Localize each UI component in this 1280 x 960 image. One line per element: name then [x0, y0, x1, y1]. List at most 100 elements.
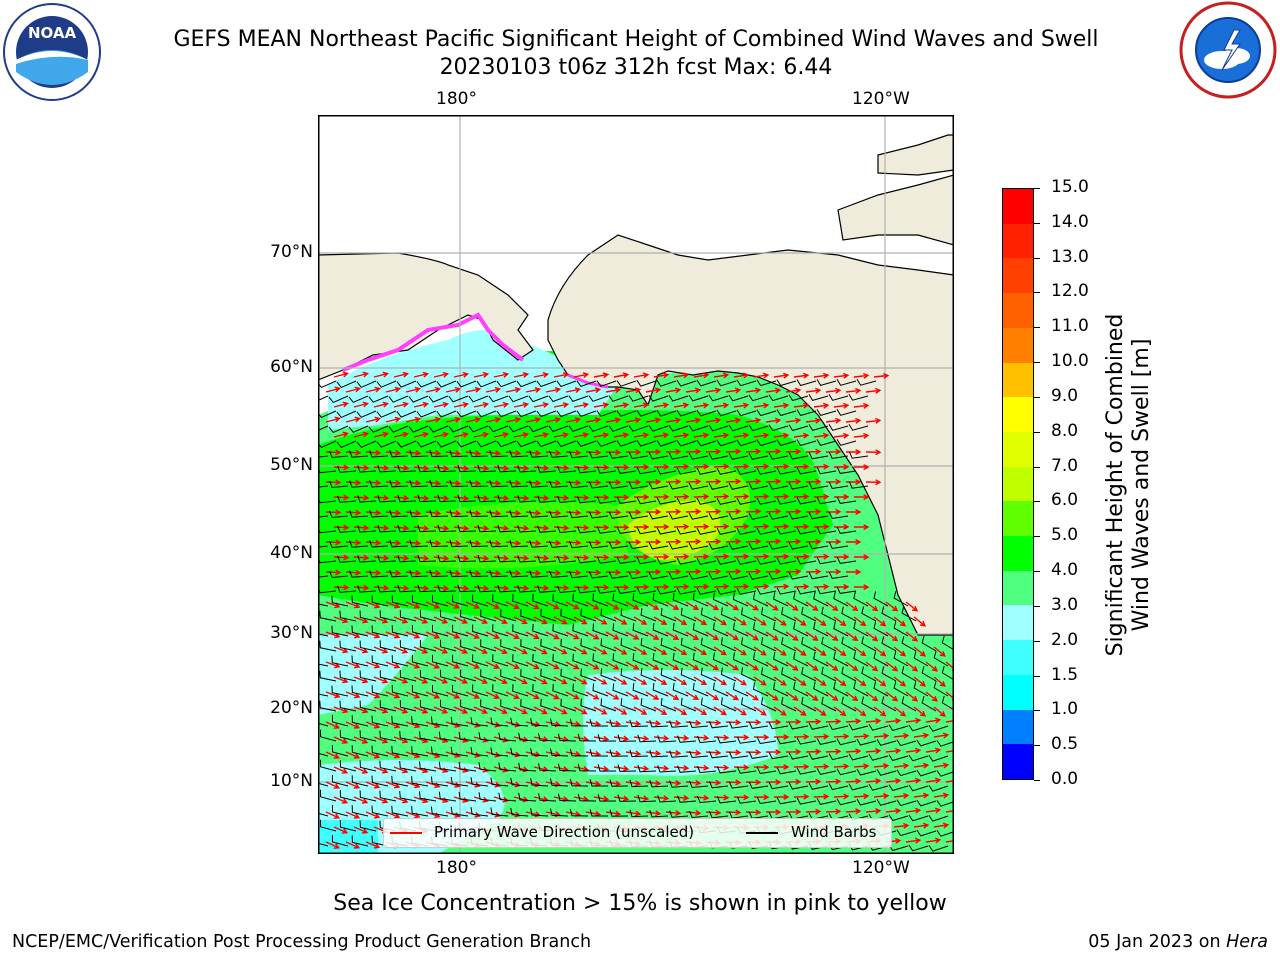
wave-direction-arrow — [645, 568, 662, 575]
wave-direction-arrow — [665, 720, 682, 727]
wind-barb — [388, 395, 409, 403]
wind-barb — [716, 379, 737, 387]
wind-barb — [617, 734, 637, 742]
wind-barb — [512, 624, 529, 637]
wave-direction-legend-line — [390, 832, 422, 834]
wind-barb — [773, 592, 789, 607]
wave-direction-arrow — [633, 765, 650, 772]
wave-direction-arrow — [325, 631, 341, 639]
wind-barb — [430, 746, 449, 757]
wave-direction-arrow — [765, 719, 782, 726]
colorbar-swatch — [1003, 431, 1033, 467]
wind-barb — [709, 751, 729, 759]
wave-direction-arrow — [473, 431, 490, 438]
wind-barb — [669, 750, 689, 758]
wave-direction-arrow — [593, 676, 608, 685]
wind-barb — [649, 810, 669, 818]
wave-direction-arrow — [513, 706, 528, 715]
wave-direction-arrow — [333, 766, 349, 774]
wind-barb — [589, 779, 608, 787]
wind-barb — [781, 607, 797, 622]
wave-direction-arrow — [333, 401, 349, 408]
colorbar — [1002, 188, 1034, 780]
wind-barb — [756, 379, 777, 387]
wind-barb — [391, 595, 409, 607]
wave-direction-arrow — [833, 583, 850, 590]
wind-barb — [490, 747, 509, 757]
wind-barb — [399, 610, 417, 622]
wave-direction-arrow — [665, 417, 682, 424]
wind-barb — [680, 607, 697, 622]
wind-barb — [928, 725, 949, 732]
wind-barb — [836, 409, 857, 416]
wind-barb — [881, 636, 897, 652]
wave-direction-arrow — [505, 691, 520, 700]
wave-direction-arrow — [693, 764, 710, 771]
wind-barb — [319, 640, 337, 652]
wind-barb — [359, 730, 377, 742]
wave-direction-arrow — [693, 706, 708, 716]
wave-direction-arrow — [333, 494, 350, 501]
wind-barb — [416, 410, 437, 418]
wave-direction-arrow — [653, 616, 668, 625]
wave-direction-arrow — [405, 386, 422, 393]
wave-direction-arrow — [913, 822, 930, 829]
wind-barb — [612, 683, 629, 697]
wind-barb — [720, 697, 737, 712]
wind-barb — [648, 425, 669, 432]
wind-barb — [458, 761, 477, 772]
wind-barb — [549, 480, 569, 488]
wave-direction-arrow — [325, 509, 342, 516]
wave-direction-arrow — [673, 706, 688, 716]
wind-barb — [517, 555, 537, 563]
wind-barb — [649, 720, 669, 728]
wave-direction-arrow — [685, 779, 702, 786]
wave-direction-arrow — [465, 416, 482, 423]
wave-direction-arrow — [825, 631, 839, 642]
wave-direction-arrow — [345, 841, 361, 849]
wind-barb — [756, 497, 777, 505]
wind-barb — [833, 651, 849, 667]
wave-direction-arrow — [805, 538, 822, 545]
wave-direction-arrow — [805, 508, 822, 515]
wave-direction-legend-label: Primary Wave Direction (unscaled) — [434, 823, 695, 841]
wave-direction-arrow — [553, 402, 570, 409]
wind-barb — [457, 584, 477, 593]
wave-direction-arrow — [605, 509, 622, 516]
wind-barb — [836, 768, 857, 776]
wave-direction-arrow — [413, 646, 429, 654]
wind-barb — [736, 439, 757, 447]
svg-text:NOAA: NOAA — [28, 24, 77, 42]
wave-direction-arrow — [413, 676, 429, 684]
wind-barb — [331, 774, 349, 787]
wind-barb — [776, 497, 797, 505]
wave-direction-arrow — [493, 371, 510, 378]
wind-barb — [498, 792, 517, 802]
wave-direction-arrow — [733, 794, 750, 801]
wave-direction-arrow — [634, 553, 650, 561]
wind-barb — [748, 721, 769, 729]
wind-barb — [537, 525, 557, 533]
wind-barb — [848, 783, 869, 791]
wind-barb — [748, 512, 769, 520]
colorbar-tick-label: 9.0 — [1051, 385, 1079, 406]
wind-barb — [656, 379, 677, 387]
wave-direction-arrow — [833, 793, 850, 800]
wind-barb — [728, 781, 749, 789]
wind-barb — [528, 395, 549, 403]
wind-barb — [672, 682, 689, 697]
wave-direction-arrow — [745, 661, 759, 671]
wave-direction-arrow — [825, 661, 839, 672]
wave-direction-arrow — [565, 479, 582, 486]
wind-barb — [936, 800, 954, 807]
wind-barb — [589, 719, 608, 727]
wind-barb — [329, 480, 349, 489]
wind-barb — [628, 452, 649, 460]
wave-direction-arrow — [413, 465, 430, 472]
wind-barb — [319, 700, 337, 712]
wind-barb — [337, 495, 357, 503]
wind-barb — [419, 791, 437, 802]
wave-direction-arrow — [725, 508, 742, 515]
wave-direction-arrow — [733, 706, 747, 716]
wind-barb — [577, 763, 597, 772]
